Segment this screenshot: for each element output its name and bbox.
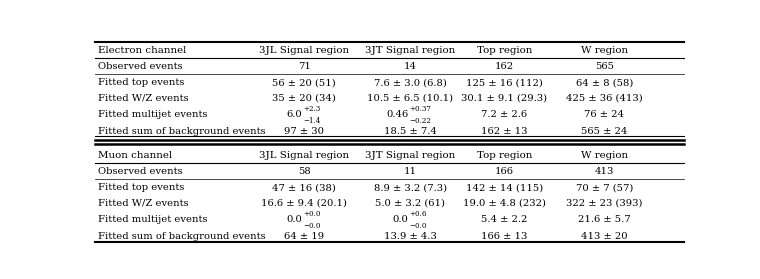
Text: 14: 14 — [404, 62, 416, 71]
Text: Fitted W/Z events: Fitted W/Z events — [98, 199, 188, 208]
Text: 7.6 ± 3.0 (6.8): 7.6 ± 3.0 (6.8) — [374, 78, 447, 87]
Text: 5.4 ± 2.2: 5.4 ± 2.2 — [481, 215, 527, 224]
Text: 16.6 ± 9.4 (20.1): 16.6 ± 9.4 (20.1) — [261, 199, 347, 208]
Text: Top region: Top region — [477, 151, 532, 160]
Text: 13.9 ± 4.3: 13.9 ± 4.3 — [384, 232, 436, 241]
Text: Fitted W/Z events: Fitted W/Z events — [98, 94, 188, 103]
Text: 97 ± 30: 97 ± 30 — [284, 127, 324, 136]
Text: Muon channel: Muon channel — [98, 151, 172, 160]
Text: −0.0: −0.0 — [303, 222, 321, 230]
Text: 0.0: 0.0 — [287, 215, 302, 224]
Text: 7.2 ± 2.6: 7.2 ± 2.6 — [481, 110, 527, 119]
Text: 413 ± 20: 413 ± 20 — [581, 232, 628, 241]
Text: 142 ± 14 (115): 142 ± 14 (115) — [466, 184, 543, 193]
Text: 565 ± 24: 565 ± 24 — [581, 127, 628, 136]
Text: Observed events: Observed events — [98, 62, 182, 71]
Text: 30.1 ± 9.1 (29.3): 30.1 ± 9.1 (29.3) — [461, 94, 547, 103]
Text: 125 ± 16 (112): 125 ± 16 (112) — [466, 78, 543, 87]
Text: 322 ± 23 (393): 322 ± 23 (393) — [566, 199, 643, 208]
Text: Fitted multijet events: Fitted multijet events — [98, 110, 207, 119]
Text: 3JT Signal region: 3JT Signal region — [365, 46, 455, 55]
Text: 565: 565 — [595, 62, 614, 71]
Text: 425 ± 36 (413): 425 ± 36 (413) — [566, 94, 643, 103]
Text: 58: 58 — [298, 167, 311, 176]
Text: 18.5 ± 7.4: 18.5 ± 7.4 — [384, 127, 436, 136]
Text: 21.6 ± 5.7: 21.6 ± 5.7 — [578, 215, 631, 224]
Text: W region: W region — [581, 151, 628, 160]
Text: 71: 71 — [298, 62, 311, 71]
Text: 6.0: 6.0 — [287, 110, 302, 119]
Text: Electron channel: Electron channel — [98, 46, 186, 55]
Text: W region: W region — [581, 46, 628, 55]
Text: 19.0 ± 4.8 (232): 19.0 ± 4.8 (232) — [463, 199, 546, 208]
Text: 5.0 ± 3.2 (61): 5.0 ± 3.2 (61) — [375, 199, 445, 208]
Text: 8.9 ± 3.2 (7.3): 8.9 ± 3.2 (7.3) — [374, 184, 447, 193]
Text: −0.22: −0.22 — [410, 117, 432, 125]
Text: 56 ± 20 (51): 56 ± 20 (51) — [272, 78, 336, 87]
Text: 64 ± 8 (58): 64 ± 8 (58) — [576, 78, 633, 87]
Text: 76 ± 24: 76 ± 24 — [584, 110, 625, 119]
Text: Observed events: Observed events — [98, 167, 182, 176]
Text: +0.0: +0.0 — [303, 210, 321, 218]
Text: 35 ± 20 (34): 35 ± 20 (34) — [272, 94, 336, 103]
Text: 166: 166 — [495, 167, 514, 176]
Text: 166 ± 13: 166 ± 13 — [481, 232, 527, 241]
Text: −0.0: −0.0 — [410, 222, 427, 230]
Text: Fitted sum of background events: Fitted sum of background events — [98, 127, 265, 136]
Text: 413: 413 — [595, 167, 614, 176]
Text: 162: 162 — [495, 62, 514, 71]
Text: 70 ± 7 (57): 70 ± 7 (57) — [576, 184, 633, 193]
Text: Fitted top events: Fitted top events — [98, 184, 185, 193]
Text: 3JL Signal region: 3JL Signal region — [259, 46, 349, 55]
Text: Fitted top events: Fitted top events — [98, 78, 185, 87]
Text: 0.46: 0.46 — [386, 110, 408, 119]
Text: +0.37: +0.37 — [410, 105, 432, 113]
Text: 0.0: 0.0 — [392, 215, 408, 224]
Text: 3JL Signal region: 3JL Signal region — [259, 151, 349, 160]
Text: 47 ± 16 (38): 47 ± 16 (38) — [272, 184, 336, 193]
Text: Top region: Top region — [477, 46, 532, 55]
Text: Fitted sum of background events: Fitted sum of background events — [98, 232, 265, 241]
Text: −1.4: −1.4 — [303, 117, 321, 125]
Text: 3JT Signal region: 3JT Signal region — [365, 151, 455, 160]
Text: 64 ± 19: 64 ± 19 — [284, 232, 325, 241]
Text: 11: 11 — [404, 167, 416, 176]
Text: +0.6: +0.6 — [410, 210, 427, 218]
Text: 162 ± 13: 162 ± 13 — [481, 127, 527, 136]
Text: +2.3: +2.3 — [303, 105, 321, 113]
Text: 10.5 ± 6.5 (10.1): 10.5 ± 6.5 (10.1) — [367, 94, 453, 103]
Text: Fitted multijet events: Fitted multijet events — [98, 215, 207, 224]
